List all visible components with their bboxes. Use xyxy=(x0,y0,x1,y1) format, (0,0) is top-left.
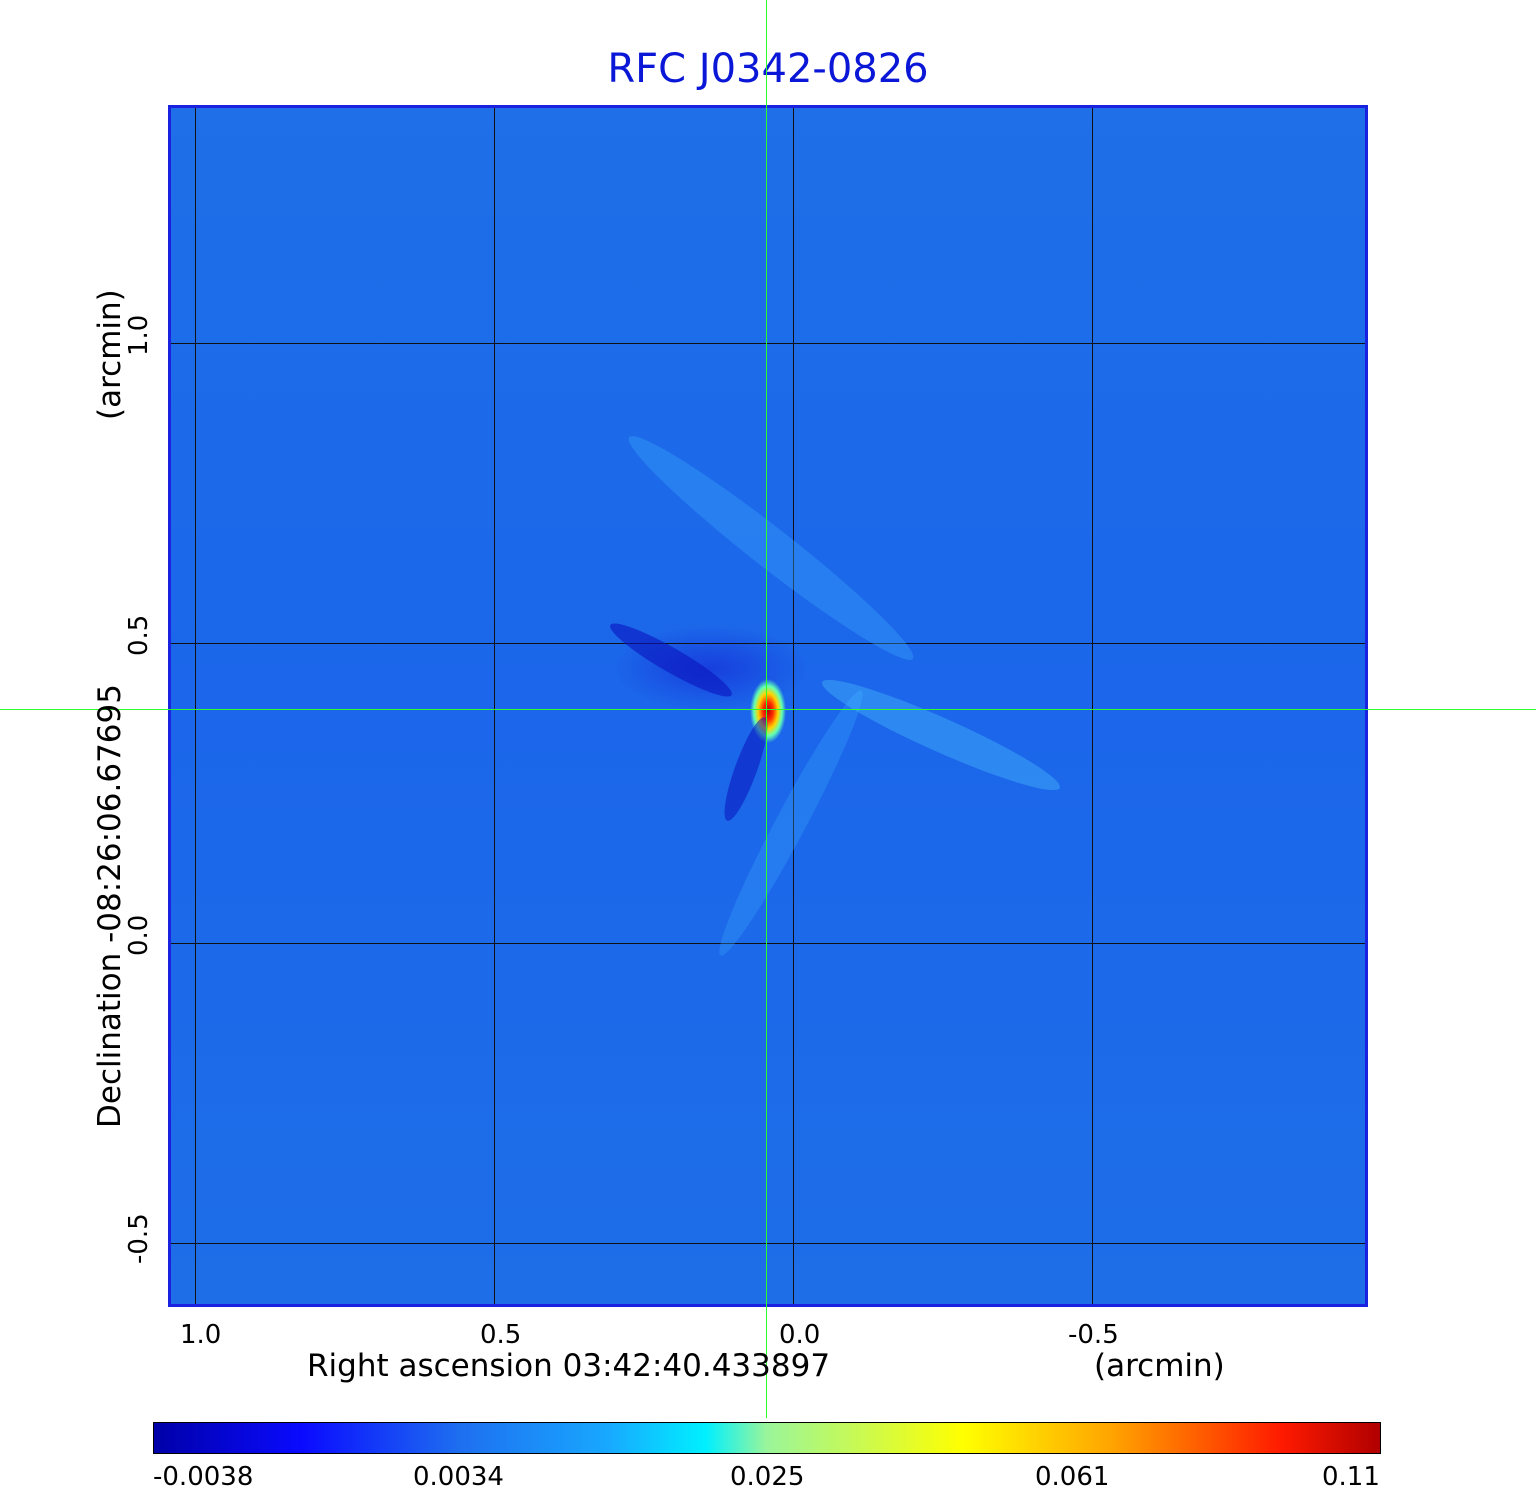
grid-line-x-0.5 xyxy=(494,108,495,1304)
y-tick-label: 0.5 xyxy=(124,614,154,656)
colorbar xyxy=(153,1422,1381,1454)
x-tick-label: 1.0 xyxy=(180,1320,222,1350)
grid-line-y-0.5 xyxy=(171,643,1365,644)
negative-sidelobe xyxy=(604,614,738,706)
grid-line-x--0.5 xyxy=(1092,108,1093,1304)
x-tick-label: 0.0 xyxy=(779,1320,821,1350)
y-tick-label: 0.0 xyxy=(124,914,154,956)
y-axis-label: Declination -08:26:06.67695 xyxy=(92,684,128,1128)
grid-line-y--0.5 xyxy=(171,1243,1365,1244)
sidelobe-streak xyxy=(707,683,875,963)
colorbar-tick-label: 0.0034 xyxy=(413,1462,504,1492)
grid-line-x-0.0 xyxy=(793,108,794,1304)
radio-image-plot[interactable] xyxy=(168,105,1368,1307)
x-tick-label: -0.5 xyxy=(1068,1320,1119,1350)
crosshair-horizontal xyxy=(0,709,1536,710)
colorbar-tick-label: -0.0038 xyxy=(153,1462,254,1492)
grid-line-x-1.0 xyxy=(195,108,196,1304)
colorbar-tick-label: 0.025 xyxy=(730,1462,805,1492)
sidelobe-streak xyxy=(616,421,926,675)
y-tick-label: 1.0 xyxy=(124,314,154,356)
y-axis-unit: (arcmin) xyxy=(92,289,128,420)
sidelobe-streak xyxy=(815,666,1067,804)
image-title: RFC J0342-0826 xyxy=(607,46,929,92)
grid-line-y-1.0 xyxy=(171,343,1365,344)
x-axis-unit: (arcmin) xyxy=(1094,1348,1225,1384)
colorbar-tick-label: 0.061 xyxy=(1035,1462,1110,1492)
grid-line-y-0.0 xyxy=(171,943,1365,944)
x-axis-label: Right ascension 03:42:40.433897 xyxy=(307,1348,831,1384)
y-tick-label: -0.5 xyxy=(124,1213,154,1264)
x-tick-label: 0.5 xyxy=(480,1320,522,1350)
colorbar-tick-label: 0.11 xyxy=(1322,1462,1380,1492)
